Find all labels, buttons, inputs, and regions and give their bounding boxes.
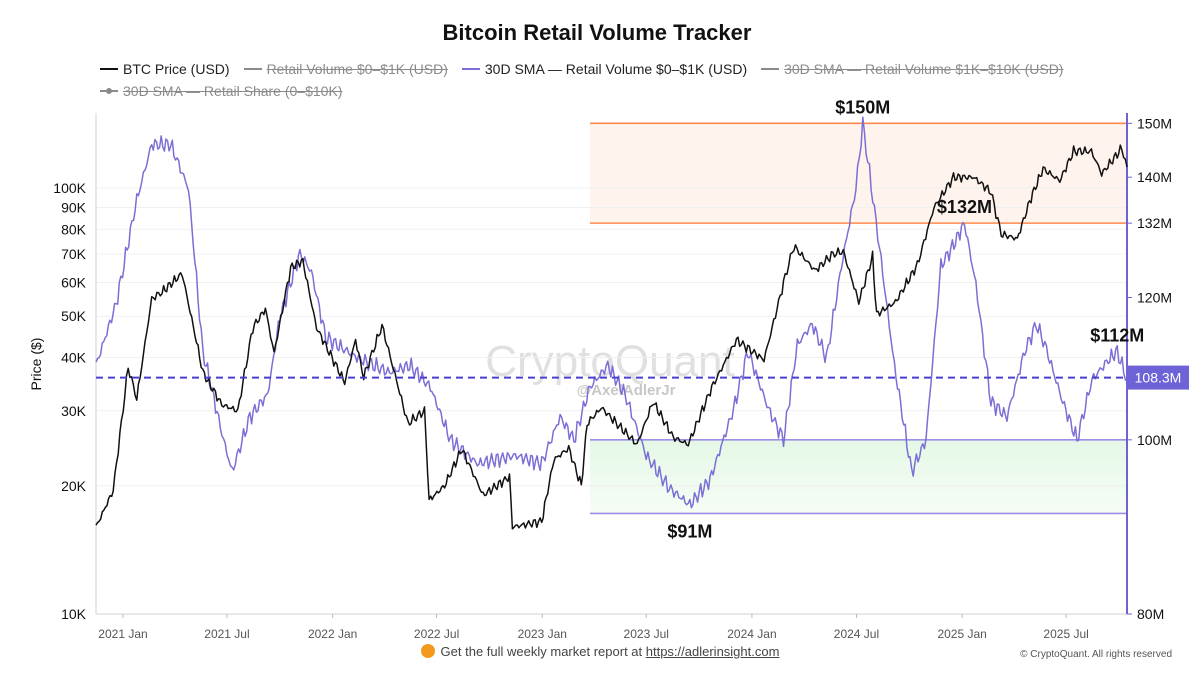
x-tick-label: 2023 Jul (624, 627, 669, 641)
chart-title: Bitcoin Retail Volume Tracker (442, 20, 752, 45)
x-tick-label: 2024 Jul (834, 627, 879, 641)
y-left-tick-label: 40K (61, 350, 87, 366)
resistance-zone (589, 123, 1127, 224)
labels-layer: 108.3M $150M $132M $112M $91M (96, 97, 1189, 541)
x-tick-label: 2025 Jul (1043, 627, 1088, 641)
y-left-tick-label: 100K (53, 180, 86, 196)
y-right-tick-label: 150M (1137, 115, 1172, 131)
x-tick-label: 2021 Jul (204, 627, 249, 641)
x-tick-label: 2021 Jan (98, 627, 147, 641)
watermark-brand: CryptoQuant (485, 337, 734, 386)
legend-item-sma-retail-share[interactable]: 30D SMA — Retail Share (0–$10K) (100, 83, 342, 99)
y-right-tick-label: 132M (1137, 215, 1172, 231)
legend-item-sma-retail-volume-0-1k[interactable]: 30D SMA — Retail Volume $0–$1K (USD) (461, 61, 747, 77)
y-left-tick-label: 90K (61, 200, 87, 216)
y-left-tick-label: 30K (61, 403, 87, 419)
y-right-tick-label: 80M (1137, 606, 1164, 622)
legend-item-sma-retail-volume-1k-10k[interactable]: 30D SMA — Retail Volume $1K–$10K (USD) (761, 61, 1063, 77)
footer-text: Get the full weekly market report at (440, 644, 646, 659)
annotation-label: $91M (667, 521, 712, 541)
watermark-handle: @AxelAdlerJr (577, 382, 676, 399)
footer-link[interactable]: https://adlerinsight.com (645, 644, 780, 659)
annotation-label: $150M (835, 97, 890, 117)
axes-layer: 10K 20K 30K 40K 50K 60K 70K 80K 90K 100K Price ($)… (28, 113, 1172, 641)
y-right-tick-label: 140M (1137, 169, 1172, 185)
footer: Get the full weekly market report at htt… (0, 644, 1200, 659)
y-left-tick-label: 20K (61, 478, 87, 494)
current-value-label: 108.3M (1135, 370, 1182, 386)
annotation-label: $112M (1090, 325, 1144, 345)
current-value-badge (1127, 365, 1189, 390)
x-tick-label: 2024 Jan (727, 627, 776, 641)
annotation-label: $132M (937, 197, 992, 217)
x-tick-label: 2025 Jan (937, 627, 986, 641)
chart-legend: BTC Price (USD) Retail Volume $0–$1K (US… (100, 58, 1140, 102)
x-tick-label: 2022 Jan (308, 627, 357, 641)
series-line-sma-retail-volume (95, 116, 1128, 509)
watermark: CryptoQuant @AxelAdlerJr (485, 337, 734, 399)
x-tick-label: 2023 Jan (518, 627, 567, 641)
y-left-axis-title: Price ($) (28, 338, 44, 391)
series-layer (95, 116, 1128, 530)
copyright: © CryptoQuant. All rights reserved (1020, 649, 1172, 660)
y-left-tick-label: 50K (61, 308, 87, 324)
legend-item-retail-volume-0-1k[interactable]: Retail Volume $0–$1K (USD) (243, 61, 448, 77)
x-tick-label: 2022 Jul (414, 627, 459, 641)
y-left-tick-label: 80K (61, 221, 87, 237)
y-right-tick-label: 100M (1137, 432, 1172, 448)
y-right-tick-label: 120M (1137, 290, 1172, 306)
coin-icon (420, 644, 435, 658)
zones-layer (589, 122, 1127, 515)
y-left-tick-label: 60K (61, 275, 87, 291)
support-zone (589, 439, 1127, 514)
y-left-tick-label: 10K (61, 606, 87, 622)
legend-item-btc-price[interactable]: BTC Price (USD) (100, 61, 230, 77)
series-line-btc-price (95, 144, 1128, 530)
y-left-tick-label: 70K (61, 246, 87, 262)
